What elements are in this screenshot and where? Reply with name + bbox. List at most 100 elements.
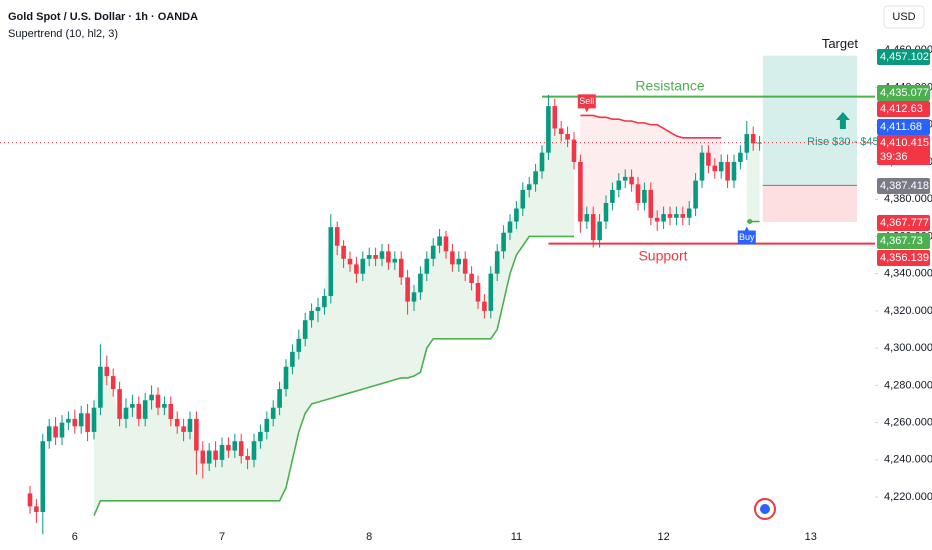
candle-body (379, 251, 385, 259)
price-badge (877, 250, 930, 266)
candle-body (718, 161, 724, 172)
y-tick-label: 4,340.000 (884, 268, 932, 280)
candle-body (34, 506, 39, 512)
candle-body (46, 426, 52, 442)
candle-body (302, 320, 308, 339)
candle-body (674, 214, 679, 218)
support-label: Support (638, 247, 687, 263)
candle-body (219, 444, 225, 460)
sell-label: Sell (579, 96, 594, 106)
candle-body (392, 258, 398, 263)
candle-body (482, 301, 487, 311)
candle-body (546, 106, 551, 153)
trend-fill (580, 115, 722, 241)
candle-body (245, 456, 250, 460)
candle-body (213, 450, 218, 460)
candle-body (53, 426, 58, 438)
price-badge (877, 233, 930, 249)
candle-body (507, 221, 513, 233)
price-badge (877, 85, 930, 101)
candle-body (386, 251, 391, 263)
price-badge (877, 215, 930, 231)
y-tick-label: 4,380.000 (884, 193, 932, 205)
candle-body (123, 407, 129, 419)
candle-body (270, 407, 276, 419)
candle-body (565, 134, 570, 140)
y-tick-label: 4,220.000 (884, 491, 932, 503)
candle-body (494, 251, 500, 274)
candle-body (731, 161, 737, 181)
candle-body (411, 292, 417, 302)
x-tick-label: 8 (366, 531, 372, 543)
candle-body (232, 441, 238, 451)
logo-inner (760, 504, 770, 514)
candle-body (610, 189, 615, 203)
candle-body (757, 142, 762, 144)
candle-body (264, 418, 270, 432)
candle-body (155, 394, 161, 408)
x-tick-label: 13 (805, 531, 817, 543)
rise-label: Rise $30 - $45 (807, 136, 879, 148)
candle-body (635, 184, 641, 203)
candle-body (174, 418, 180, 427)
candle-body (584, 214, 590, 222)
x-tick-label: 6 (72, 531, 78, 543)
candle-body (725, 161, 730, 181)
supertrend-line (580, 114, 722, 139)
candle-body (699, 152, 705, 181)
candle-body (686, 208, 692, 218)
y-tick-label: 4,260.000 (884, 417, 932, 429)
candle-body (98, 366, 103, 408)
candle-body (622, 176, 628, 181)
y-tick-label: 4,300.000 (884, 342, 932, 354)
candle-body (136, 403, 142, 419)
candle-body (514, 208, 519, 222)
candle-body (488, 273, 494, 311)
candle-body (616, 180, 622, 190)
candle-body (341, 245, 346, 259)
currency-label[interactable]: USD (892, 11, 915, 23)
candle-body (667, 214, 673, 218)
price-badge-label: 4,356.139 (880, 252, 929, 264)
candle-body (590, 214, 596, 241)
resistance-label: Resistance (635, 77, 704, 93)
candle-body (462, 258, 468, 274)
candle-body (597, 221, 602, 241)
candle-body (258, 431, 263, 442)
candle-body (603, 202, 609, 222)
candle-body (72, 418, 78, 427)
candle-body (149, 394, 154, 401)
candle-body (27, 493, 33, 507)
candle-body (526, 184, 532, 190)
supertrend-line (93, 235, 574, 517)
price-badge-label: 4,367.777 (880, 217, 929, 229)
price-badge (877, 178, 930, 194)
candle-body (443, 236, 449, 252)
indicator-label: Supertrend (10, hl2, 3) (8, 28, 118, 40)
currency-button[interactable] (883, 5, 925, 29)
price-badge-label: 4,410.415 (880, 137, 929, 149)
candle-body (430, 245, 436, 259)
candle-body (290, 351, 295, 367)
candle-body (629, 176, 634, 185)
candle-body (354, 264, 359, 274)
candle-body (418, 273, 423, 293)
price-badge-label: 4,435.077 (880, 87, 929, 99)
candle-body (706, 152, 711, 166)
candle-body (693, 180, 698, 209)
buy-marker (737, 226, 756, 245)
candle-body (334, 227, 340, 246)
candle-body (78, 413, 84, 427)
stop-zone (762, 185, 857, 222)
x-tick-label: 12 (657, 531, 669, 543)
price-badge-label: 4,387.418 (880, 180, 929, 192)
candle-body (59, 422, 65, 438)
candle-body (571, 139, 577, 162)
candle-body (226, 444, 231, 451)
candle-body (309, 310, 314, 321)
candle-body (296, 338, 302, 352)
target-label: Target (822, 36, 859, 51)
price-badge (877, 49, 930, 65)
y-tick-label: 4,320.000 (884, 305, 932, 317)
